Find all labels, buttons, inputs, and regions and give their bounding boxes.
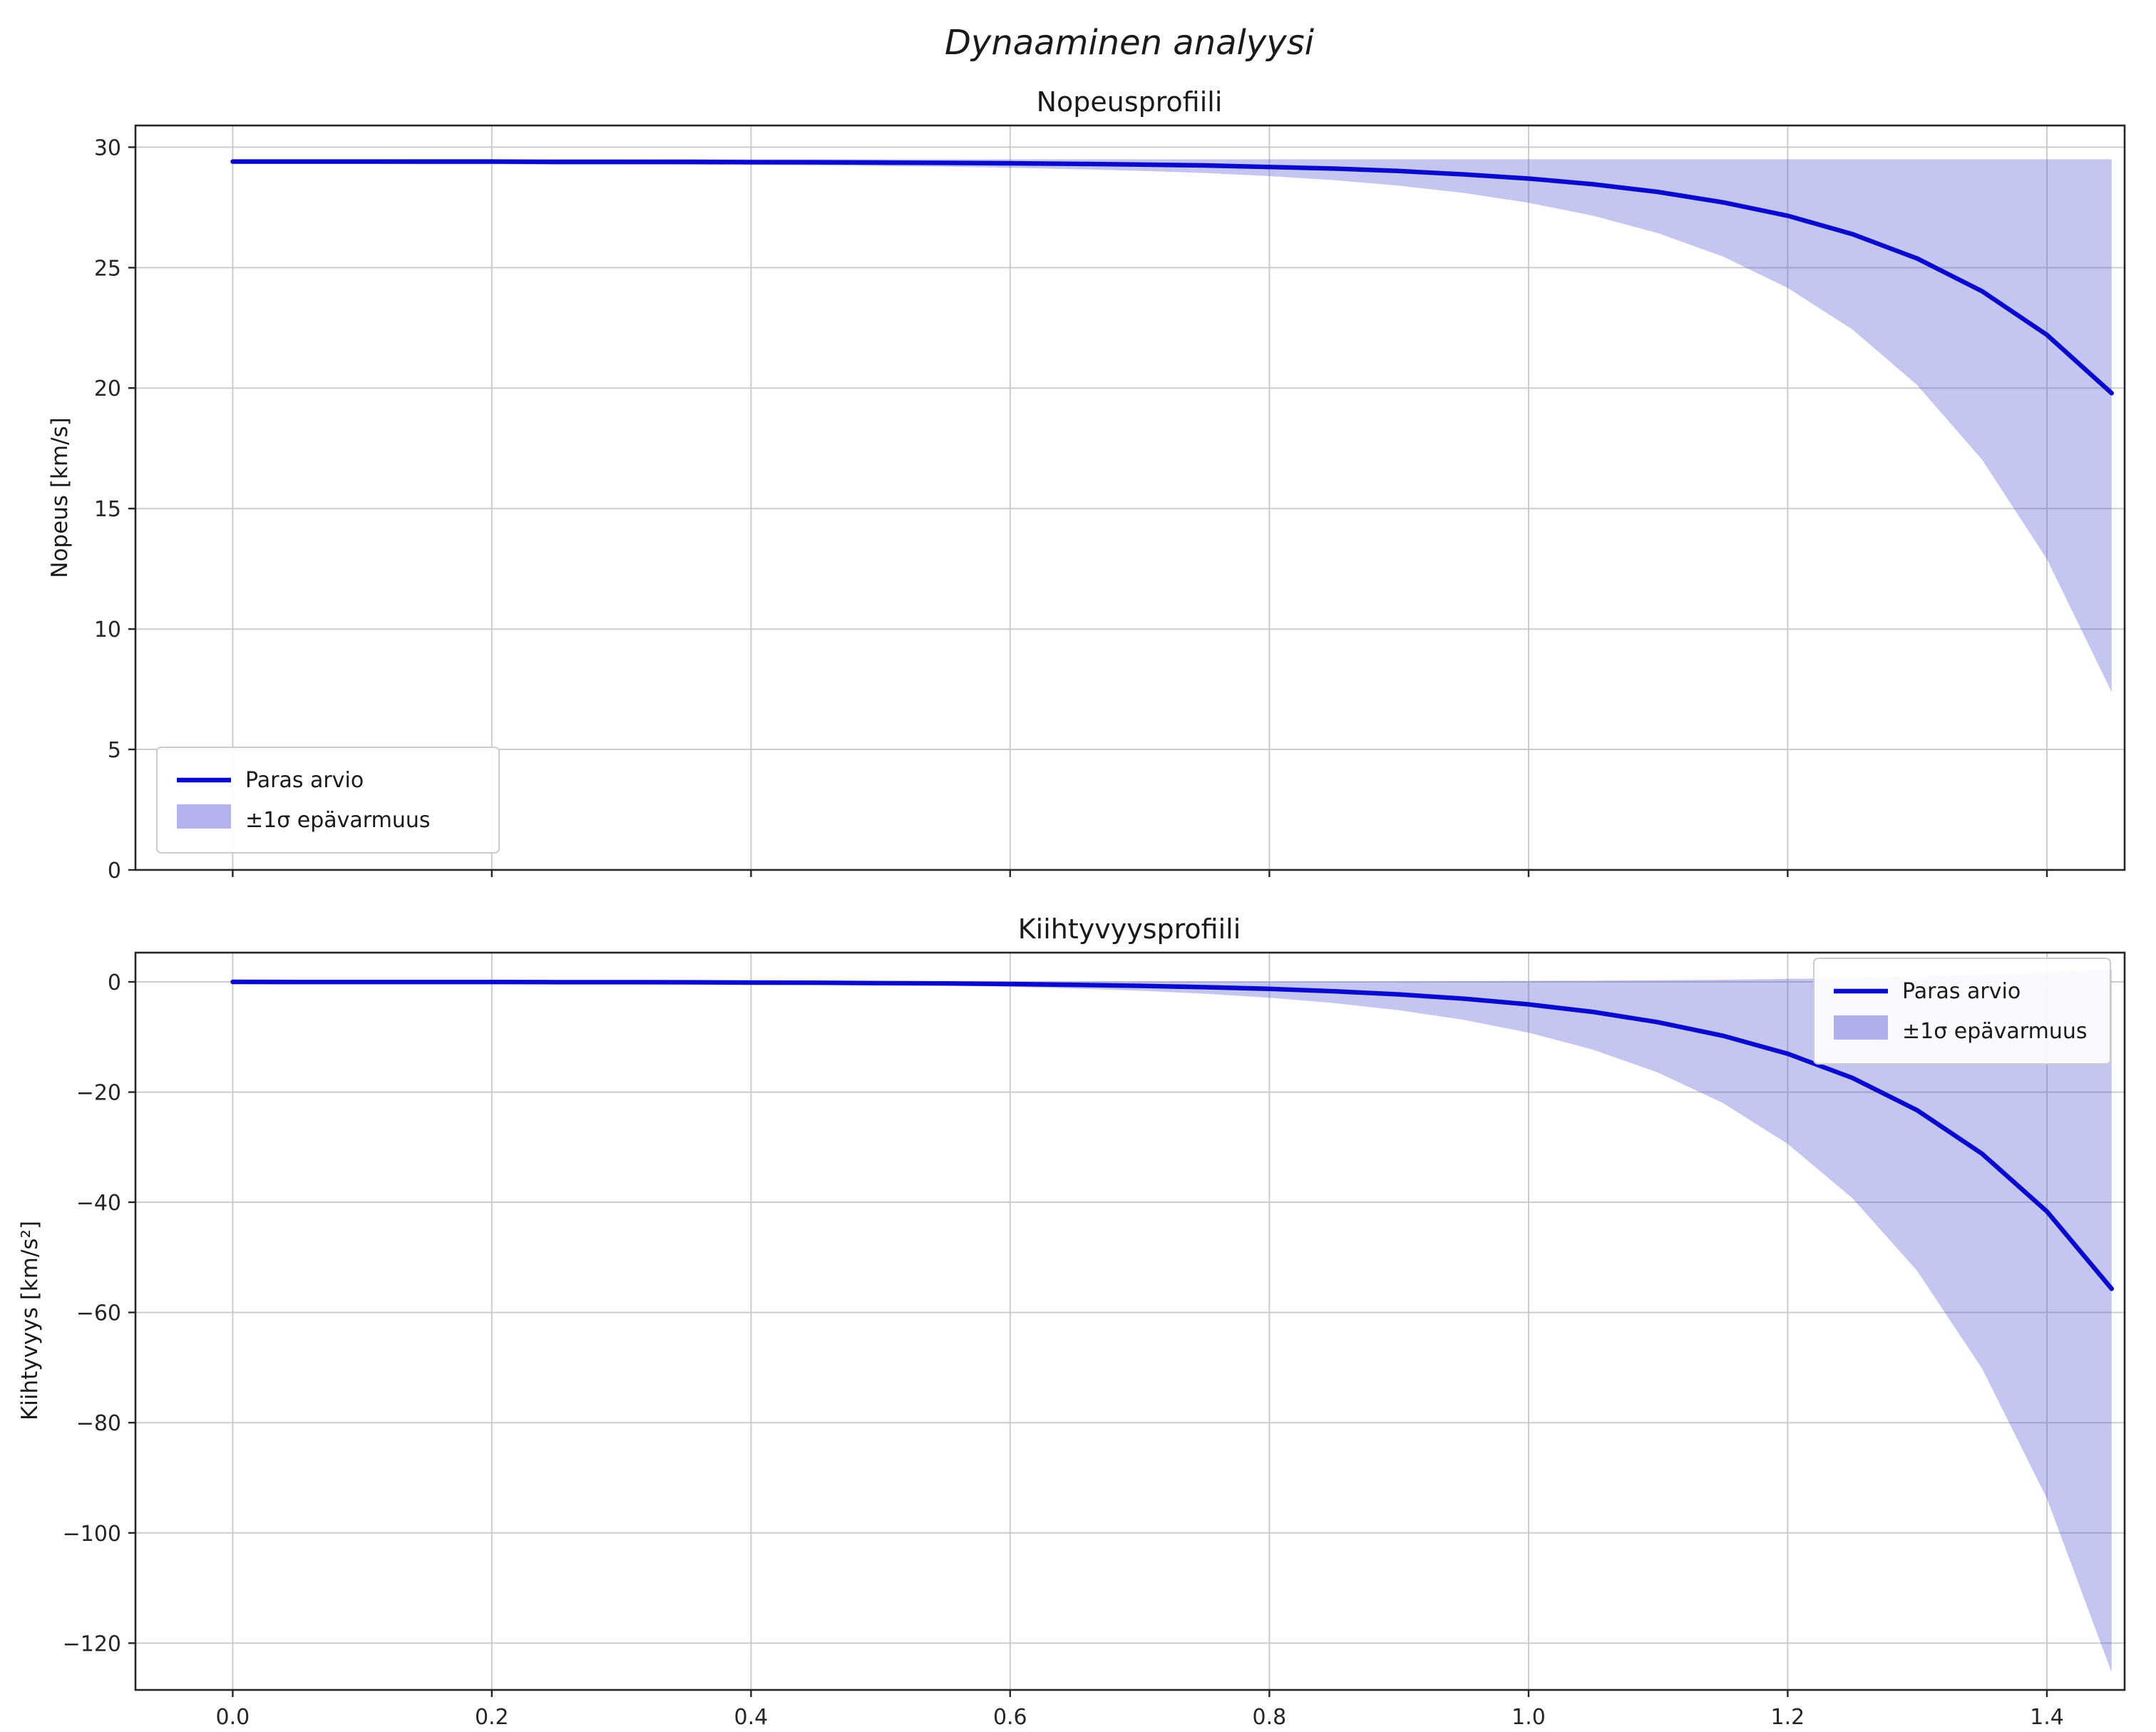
best-estimate-line (230, 159, 2114, 396)
uncertainty-band (232, 159, 2112, 692)
y-tick-label: −100 (63, 1522, 121, 1547)
acceleration-plot-title: Kiihtyvyysprofiili (1018, 913, 1241, 945)
y-tick-label: 10 (94, 618, 121, 642)
axes-spines (134, 124, 2126, 871)
x-tick-label: 1.0 (1511, 1705, 1546, 1728)
acceleration-plot: Kiihtyvyysprofiili Kiihtyvyys [km/s²] 0.… (17, 913, 2126, 1730)
velocity-y-axis-label: Nopeus [km/s] (47, 417, 73, 578)
x-tick-label: 0.4 (734, 1705, 769, 1728)
uncertainty-band-sample (1834, 1015, 1888, 1040)
x-tick-label: 0.6 (993, 1705, 1027, 1728)
y-tick-label: 15 (94, 497, 121, 522)
y-tick-label: 30 (94, 135, 121, 160)
y-tick-label: 25 (94, 256, 121, 281)
legend-frame (156, 747, 500, 854)
y-tick-label: −60 (76, 1301, 121, 1326)
y-tick-label: 0 (108, 859, 121, 883)
x-tick-label: 0.8 (1253, 1705, 1287, 1728)
y-tick-label: −40 (76, 1191, 121, 1216)
x-tick-label: 0.0 (216, 1705, 250, 1728)
legend-label-uncertainty: ±1σ epävarmuus (1902, 1019, 2087, 1044)
velocity-plot: Nopeusprofiili Nopeus [km/s] 0 5 10 15 20 25 3… (47, 86, 2126, 883)
x-tick-label: 1.2 (1771, 1705, 1805, 1728)
y-tick-label: −120 (63, 1631, 121, 1656)
axes-spines (134, 951, 2126, 1691)
best-estimate-line (230, 979, 2114, 1291)
figure-title: Dynaaminen analyysi (945, 23, 1315, 63)
legend-label-uncertainty: ±1σ epävarmuus (245, 808, 430, 833)
legend-frame (1813, 958, 2111, 1065)
x-tick-label: 0.2 (475, 1705, 509, 1728)
velocity-legend: Paras arvio ±1σ epävarmuus (156, 747, 500, 854)
y-tick-label: −80 (76, 1411, 121, 1436)
x-tick-label: 1.4 (2030, 1705, 2064, 1728)
legend-label-best-estimate: Paras arvio (1902, 979, 2021, 1004)
acceleration-y-axis-label: Kiihtyvyys [km/s²] (17, 1221, 43, 1420)
acceleration-legend: Paras arvio ±1σ epävarmuus (1813, 958, 2111, 1065)
y-tick-label: 0 (108, 970, 121, 995)
velocity-plot-area: 0 5 10 15 20 25 30 (94, 124, 2126, 883)
y-tick-label: 20 (94, 376, 121, 401)
y-tick-label: 5 (108, 738, 121, 763)
y-tick-label: −20 (76, 1081, 121, 1106)
legend-label-best-estimate: Paras arvio (245, 768, 364, 793)
uncertainty-band-sample (177, 804, 231, 829)
velocity-plot-title: Nopeusprofiili (1037, 86, 1223, 118)
